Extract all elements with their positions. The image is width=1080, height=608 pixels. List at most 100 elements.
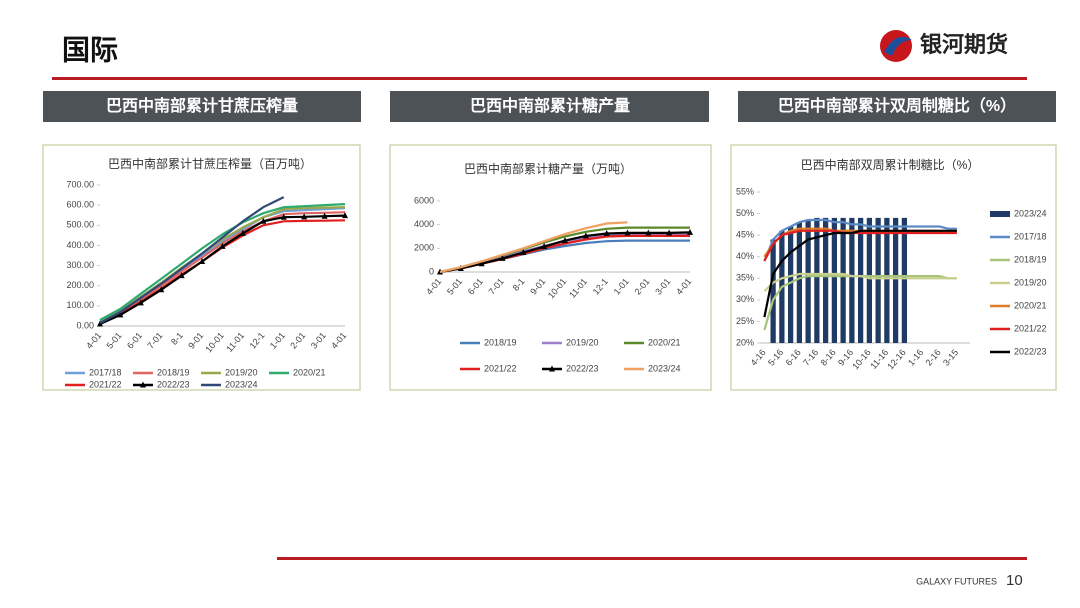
legend-label: 2021/22 (89, 379, 122, 389)
y-tick-label: 30% (736, 294, 754, 304)
marker (499, 254, 506, 261)
page-number: 10 (1006, 572, 1023, 589)
marker (666, 229, 673, 236)
y-tick-label: 45% (736, 230, 754, 240)
line (439, 221, 628, 274)
legend-label: 2023/24 (225, 379, 258, 389)
y-tick-label: 700.00 (66, 179, 94, 189)
marker (645, 229, 652, 236)
y-tick-label: 2000 (414, 243, 434, 253)
marker (280, 213, 287, 220)
legend-label: 2018/19 (157, 367, 190, 377)
legend-label: 2022/23 (157, 379, 190, 389)
y-tick-label: 50% (736, 208, 754, 218)
chart-frames (42, 144, 1057, 391)
marker (624, 229, 631, 236)
legend-label: 2017/18 (89, 367, 122, 377)
legend-label: 2022/23 (566, 363, 599, 373)
marker (520, 248, 527, 255)
legend-label: 2021/22 (1014, 323, 1047, 333)
page-title: 国际 (62, 34, 118, 65)
y-tick-label: 400.00 (66, 240, 94, 250)
bar (814, 217, 820, 343)
bar (875, 217, 881, 343)
y-tick-label: 40% (736, 251, 754, 261)
y-tick-label: 200.00 (66, 280, 94, 290)
marker (219, 242, 226, 249)
legend-label: 2019/20 (566, 337, 599, 347)
line (763, 218, 957, 262)
logo-icon (880, 30, 912, 62)
legend-label: 2022/23 (1014, 346, 1047, 356)
bar (893, 217, 899, 343)
y-tick-label: 0 (429, 266, 434, 276)
marker (137, 299, 144, 306)
footer-rule (277, 557, 1027, 560)
bar (805, 220, 811, 343)
legend-label: 2021/22 (484, 363, 517, 373)
marker (239, 229, 246, 236)
marker (97, 320, 103, 327)
y-tick-label: 0.00 (76, 320, 94, 330)
bar (858, 217, 864, 343)
legend-label: 2019/20 (1014, 277, 1047, 287)
y-tick-label: 35% (736, 273, 754, 283)
logo-text: 银河期货 (920, 32, 1008, 57)
bar (866, 217, 872, 343)
legend-label: 2020/21 (1014, 300, 1047, 310)
y-tick-label: 500.00 (66, 220, 94, 230)
line (763, 229, 957, 318)
legend-swatch (990, 211, 1010, 217)
section-title: 巴西中南部累计甘蔗压榨量 (106, 96, 298, 115)
section-title: 巴西中南部累计双周制糖比（%） (778, 96, 1016, 115)
chart-title: 巴西中南部累计甘蔗压榨量（百万吨） (108, 156, 312, 171)
marker (321, 212, 328, 219)
bar (831, 217, 837, 343)
legend-label: 2017/18 (1014, 231, 1047, 241)
section-bars (43, 91, 1056, 122)
legend-label: 2019/20 (225, 367, 258, 377)
y-tick-label: 55% (736, 186, 754, 196)
legend-label: 2020/21 (648, 337, 681, 347)
section-title: 巴西中南部累计糖产量 (470, 96, 630, 115)
marker (158, 286, 165, 293)
marker (582, 232, 589, 239)
line (763, 272, 957, 292)
marker (687, 228, 693, 235)
legend-label: 2020/21 (293, 367, 326, 377)
line (99, 203, 346, 321)
chart-title: 巴西中南部累计糖产量（万吨） (464, 161, 632, 176)
header-rule (52, 77, 1027, 80)
bar (788, 226, 794, 343)
footer-brand: GALAXY FUTURES (916, 576, 997, 586)
marker (478, 260, 485, 267)
legend-marker (140, 381, 146, 388)
marker (260, 217, 267, 224)
bar (796, 222, 802, 343)
bar (823, 217, 829, 343)
bar (884, 217, 890, 343)
legend-label: 2023/24 (648, 363, 681, 373)
y-tick-label: 4000 (414, 219, 434, 229)
y-tick-label: 100.00 (66, 300, 94, 310)
bar (849, 217, 855, 343)
marker (603, 230, 610, 237)
marker (199, 258, 206, 265)
marker (117, 311, 124, 318)
y-tick-label: 600.00 (66, 200, 94, 210)
bar (840, 217, 846, 343)
y-tick-label: 20% (736, 337, 754, 347)
line (763, 229, 957, 262)
legend-label: 2018/19 (484, 337, 517, 347)
y-tick-label: 6000 (414, 195, 434, 205)
bar (770, 239, 776, 343)
line (99, 196, 285, 324)
marker (541, 243, 548, 250)
chart-title: 巴西中南部双周累计制糖比（%） (801, 157, 980, 172)
marker (301, 213, 308, 220)
legend-label: 2018/19 (1014, 254, 1047, 264)
marker (562, 237, 568, 244)
legend-label: 2023/24 (1014, 208, 1047, 218)
marker (342, 212, 348, 219)
